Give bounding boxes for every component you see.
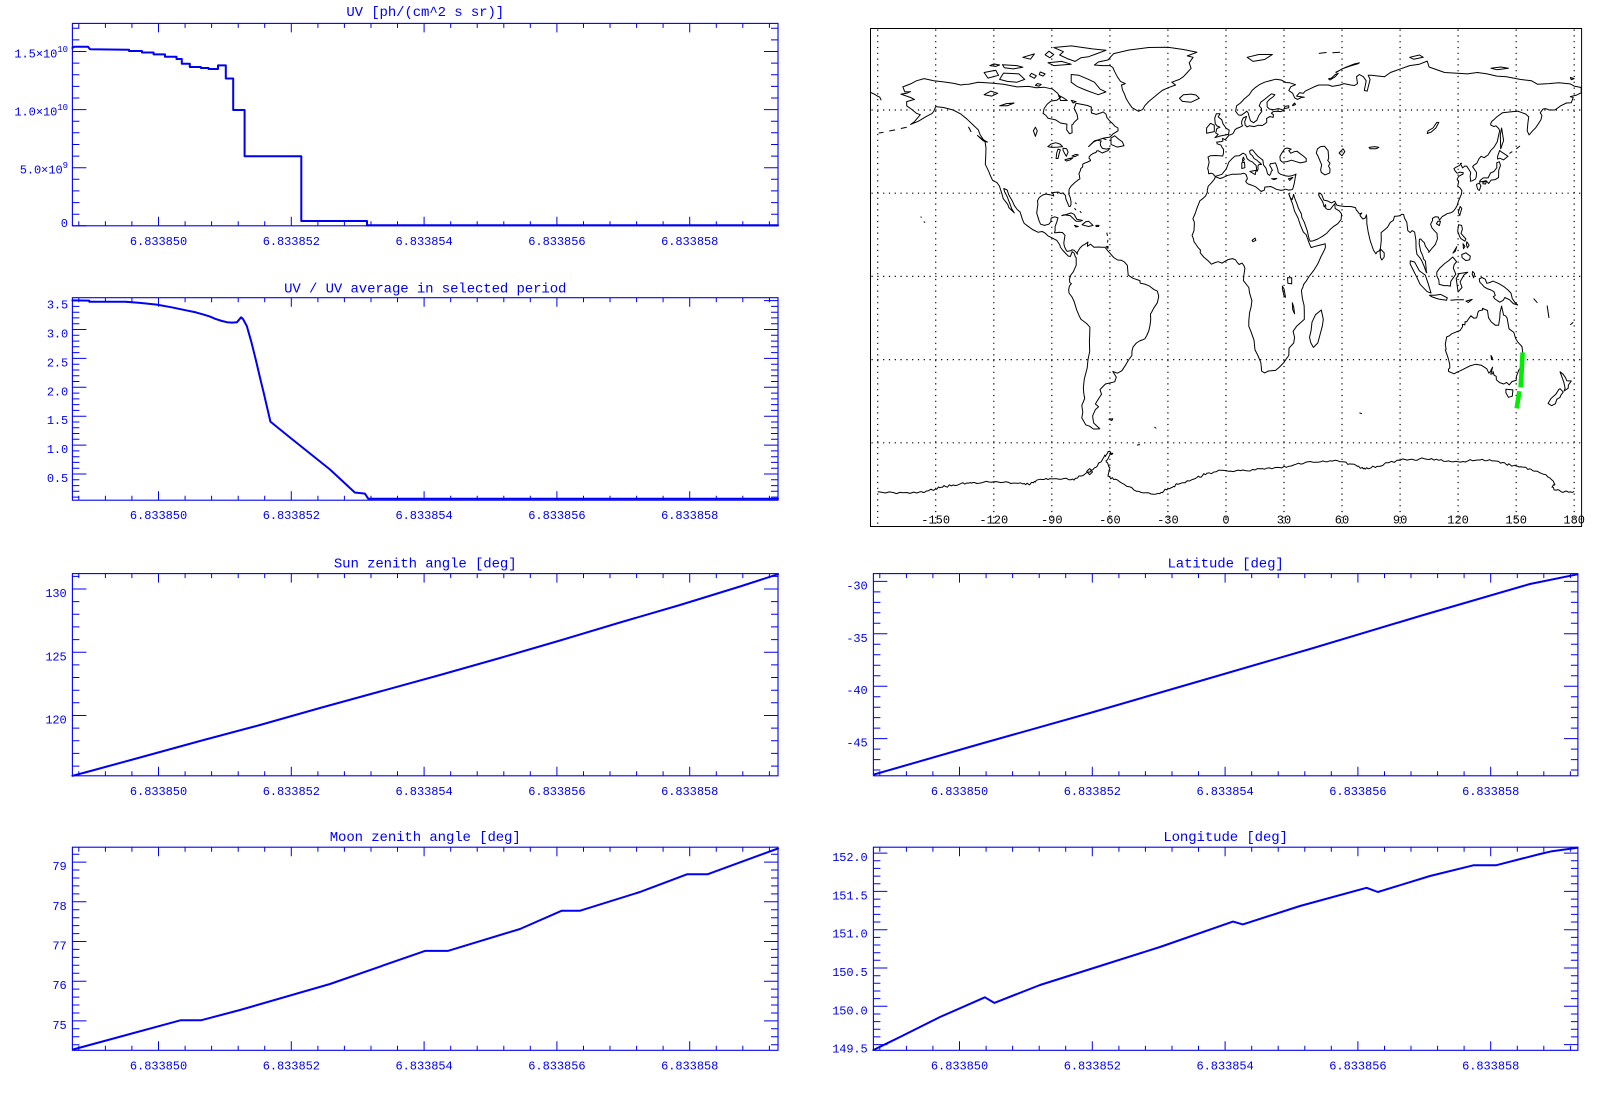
svg-text:2.5: 2.5	[47, 356, 68, 370]
svg-text:6.833854: 6.833854	[395, 785, 452, 799]
svg-text:75: 75	[52, 1019, 66, 1033]
svg-text:6.833852: 6.833852	[263, 509, 320, 523]
svg-text:6.833856: 6.833856	[528, 1059, 585, 1073]
svg-text:3.0: 3.0	[47, 328, 68, 342]
svg-text:6.833856: 6.833856	[1329, 1059, 1386, 1073]
svg-text:6.833858: 6.833858	[661, 785, 718, 799]
svg-text:150.0: 150.0	[832, 1004, 867, 1018]
svg-text:6.833850: 6.833850	[130, 785, 187, 799]
svg-text:6.833850: 6.833850	[130, 509, 187, 523]
svg-text:6.833854: 6.833854	[395, 235, 452, 249]
svg-text:6.833850: 6.833850	[130, 1059, 187, 1073]
svg-text:-60: -60	[1099, 514, 1121, 528]
svg-text:130: 130	[45, 587, 66, 601]
svg-text:77: 77	[52, 940, 66, 954]
svg-text:6.833852: 6.833852	[1064, 785, 1121, 799]
svg-text:180: 180	[1563, 514, 1585, 528]
svg-text:Moon zenith angle [deg]: Moon zenith angle [deg]	[330, 830, 521, 846]
svg-text:-30: -30	[1157, 514, 1179, 528]
svg-text:-90: -90	[1041, 514, 1063, 528]
svg-text:76: 76	[52, 979, 66, 993]
svg-text:6.833854: 6.833854	[1196, 785, 1253, 799]
svg-text:0.5: 0.5	[47, 472, 68, 486]
svg-text:150.5: 150.5	[832, 966, 867, 980]
svg-text:6.833852: 6.833852	[1064, 1059, 1121, 1073]
svg-text:6.833854: 6.833854	[395, 1059, 452, 1073]
svg-text:6.833852: 6.833852	[263, 1059, 320, 1073]
svg-text:6.833852: 6.833852	[263, 785, 320, 799]
svg-text:6.833858: 6.833858	[1462, 785, 1519, 799]
svg-text:0: 0	[1222, 514, 1229, 528]
svg-text:-30: -30	[846, 579, 867, 593]
svg-text:79: 79	[52, 860, 66, 874]
svg-text:125: 125	[45, 650, 66, 664]
svg-text:6.833850: 6.833850	[931, 1059, 988, 1073]
svg-text:149.5: 149.5	[832, 1043, 867, 1057]
svg-text:6.833852: 6.833852	[263, 235, 320, 249]
svg-text:6.833856: 6.833856	[1329, 785, 1386, 799]
svg-text:6.833858: 6.833858	[1462, 1059, 1519, 1073]
svg-text:-35: -35	[846, 632, 867, 646]
svg-text:6.833856: 6.833856	[528, 235, 585, 249]
svg-text:6.833854: 6.833854	[395, 509, 452, 523]
svg-text:1.0: 1.0	[47, 443, 68, 457]
svg-text:151.5: 151.5	[832, 889, 867, 903]
svg-text:2.0: 2.0	[47, 385, 68, 399]
svg-text:1.5×1010: 1.5×1010	[14, 45, 68, 62]
svg-text:0: 0	[61, 217, 68, 231]
svg-text:6.833858: 6.833858	[661, 1059, 718, 1073]
svg-text:Longitude [deg]: Longitude [deg]	[1163, 830, 1288, 846]
svg-text:1.5: 1.5	[47, 414, 68, 428]
svg-text:5.0×109: 5.0×109	[20, 161, 68, 178]
svg-text:30: 30	[1277, 514, 1291, 528]
svg-text:UV [ph/(cm^2 s sr)]: UV [ph/(cm^2 s sr)]	[346, 5, 504, 21]
svg-text:3.5: 3.5	[47, 299, 68, 313]
svg-text:152.0: 152.0	[832, 851, 867, 865]
svg-text:6.833854: 6.833854	[1196, 1059, 1253, 1073]
svg-text:6.833858: 6.833858	[661, 235, 718, 249]
svg-text:78: 78	[52, 900, 66, 914]
svg-text:-120: -120	[979, 514, 1008, 528]
svg-text:6.833858: 6.833858	[661, 509, 718, 523]
svg-text:151.0: 151.0	[832, 928, 867, 942]
svg-text:1.0×1010: 1.0×1010	[14, 103, 68, 120]
svg-text:-40: -40	[846, 684, 867, 698]
svg-text:60: 60	[1335, 514, 1349, 528]
svg-text:Latitude [deg]: Latitude [deg]	[1167, 557, 1283, 573]
svg-text:6.833850: 6.833850	[931, 785, 988, 799]
svg-text:-45: -45	[846, 737, 867, 751]
svg-text:Sun zenith angle [deg]: Sun zenith angle [deg]	[334, 557, 517, 573]
svg-text:UV / UV average in selected pe: UV / UV average in selected period	[284, 282, 566, 298]
svg-text:-150: -150	[921, 514, 950, 528]
svg-text:90: 90	[1393, 514, 1407, 528]
svg-text:150: 150	[1505, 514, 1527, 528]
svg-text:6.833856: 6.833856	[528, 509, 585, 523]
svg-text:120: 120	[1447, 514, 1469, 528]
svg-text:6.833850: 6.833850	[130, 235, 187, 249]
svg-text:6.833856: 6.833856	[528, 785, 585, 799]
svg-text:120: 120	[45, 714, 66, 728]
